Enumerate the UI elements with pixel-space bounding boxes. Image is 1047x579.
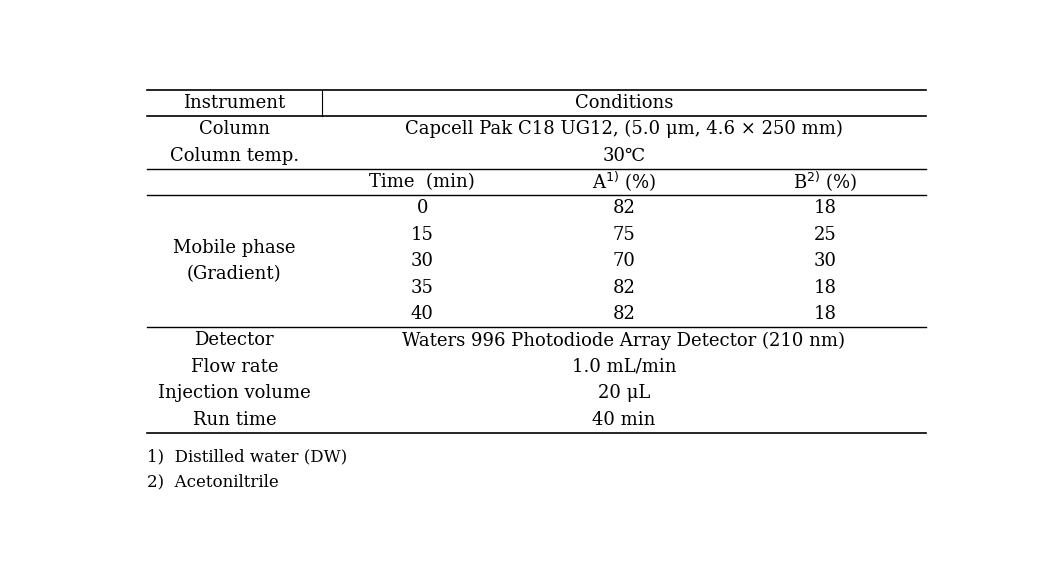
- Text: 82: 82: [612, 305, 636, 323]
- Text: Detector: Detector: [195, 331, 274, 349]
- Text: 1)  Distilled water (DW): 1) Distilled water (DW): [147, 449, 348, 466]
- Text: (Gradient): (Gradient): [187, 265, 282, 283]
- Text: 15: 15: [410, 226, 433, 244]
- Text: 30: 30: [410, 252, 433, 270]
- Text: 75: 75: [612, 226, 636, 244]
- Text: A$^{1)}$ (%): A$^{1)}$ (%): [592, 170, 655, 194]
- Text: 40: 40: [410, 305, 433, 323]
- Text: 1.0 mL/min: 1.0 mL/min: [572, 358, 676, 376]
- Text: Instrument: Instrument: [183, 94, 286, 112]
- Text: 30℃: 30℃: [602, 146, 645, 164]
- Text: 18: 18: [814, 199, 837, 217]
- Text: 82: 82: [612, 199, 636, 217]
- Text: Run time: Run time: [193, 411, 276, 428]
- Text: Column: Column: [199, 120, 270, 138]
- Text: 30: 30: [814, 252, 837, 270]
- Text: 0: 0: [417, 199, 428, 217]
- Text: 25: 25: [814, 226, 837, 244]
- Text: Injection volume: Injection volume: [158, 384, 311, 402]
- Text: Mobile phase: Mobile phase: [173, 239, 295, 257]
- Text: Waters 996 Photodiode Array Detector (210 nm): Waters 996 Photodiode Array Detector (21…: [402, 331, 845, 350]
- Text: B$^{2)}$ (%): B$^{2)}$ (%): [794, 170, 857, 194]
- Text: 2)  Acetoniltrile: 2) Acetoniltrile: [147, 474, 279, 490]
- Text: Time  (min): Time (min): [370, 173, 475, 191]
- Text: 40 min: 40 min: [593, 411, 655, 428]
- Text: Conditions: Conditions: [575, 94, 673, 112]
- Text: Column temp.: Column temp.: [170, 146, 298, 164]
- Text: 35: 35: [410, 278, 433, 296]
- Text: 18: 18: [814, 305, 837, 323]
- Text: 70: 70: [612, 252, 636, 270]
- Text: Flow rate: Flow rate: [191, 358, 279, 376]
- Text: 82: 82: [612, 278, 636, 296]
- Text: 20 μL: 20 μL: [598, 384, 650, 402]
- Text: 18: 18: [814, 278, 837, 296]
- Text: Capcell Pak C18 UG12, (5.0 μm, 4.6 × 250 mm): Capcell Pak C18 UG12, (5.0 μm, 4.6 × 250…: [405, 120, 843, 138]
